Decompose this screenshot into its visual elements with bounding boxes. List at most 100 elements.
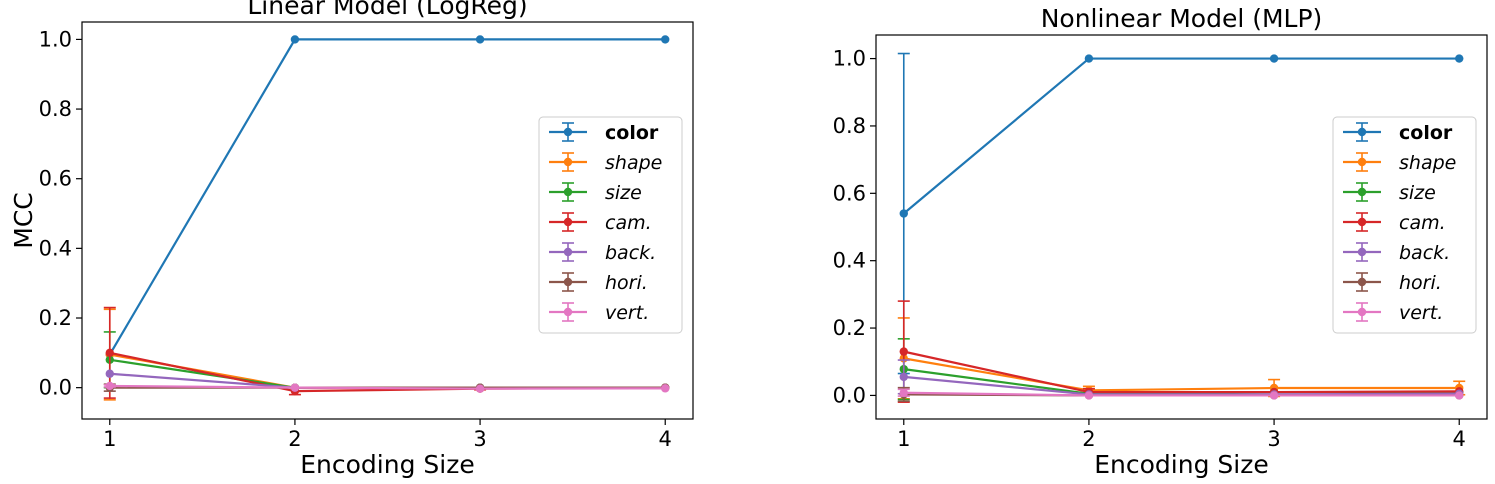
data-point xyxy=(105,381,114,391)
x-tick-label: 1 xyxy=(103,427,116,451)
x-tick-label: 2 xyxy=(1082,427,1095,451)
chart-title: Linear Model (LogReg) xyxy=(247,0,527,20)
x-tick-label: 1 xyxy=(897,427,910,451)
legend-item: vert. xyxy=(1343,302,1443,324)
data-point xyxy=(1269,54,1279,63)
legend-swatch-marker xyxy=(1357,157,1367,167)
data-point xyxy=(475,384,485,393)
chart-title: Nonlinear Model (MLP) xyxy=(1041,4,1323,33)
legend-item: back. xyxy=(1343,242,1450,264)
series-line xyxy=(109,358,666,389)
y-tick-label: 0.4 xyxy=(833,249,866,273)
chart-2: Nonlinear Model (MLP) 0.0 0.2 0.4 0.6 0.8 1.0 1… xyxy=(833,4,1488,479)
legend-label: hori. xyxy=(1399,272,1442,294)
data-point xyxy=(475,35,485,44)
legend-label: back. xyxy=(1399,242,1450,264)
legend-swatch-marker xyxy=(563,157,573,167)
data-point xyxy=(899,209,908,218)
legend-swatch-marker xyxy=(563,247,573,257)
legend-swatch-marker xyxy=(563,127,573,137)
x-axis-label: Encoding Size xyxy=(300,450,474,479)
legend-label: hori. xyxy=(605,272,648,294)
legend-label: shape xyxy=(1399,152,1456,174)
series-size xyxy=(103,331,670,392)
legend-box xyxy=(1332,116,1477,334)
legend-swatch-marker xyxy=(1357,217,1367,227)
legend-item: size xyxy=(1343,182,1436,204)
legend-label: back. xyxy=(605,242,656,264)
data-point xyxy=(290,383,300,392)
series-line xyxy=(109,384,666,390)
legend-item: cam. xyxy=(1343,212,1446,234)
series-line xyxy=(903,391,1460,397)
legend-item: vert. xyxy=(549,302,649,324)
data-point xyxy=(1455,54,1464,63)
legend-item: shape xyxy=(1343,152,1456,174)
y-tick-label: 0.8 xyxy=(39,97,72,121)
data-point xyxy=(661,35,670,44)
legend-item: size xyxy=(549,182,642,204)
plot-frame xyxy=(875,34,1488,420)
legend-item: color xyxy=(549,122,659,144)
legend-label: cam. xyxy=(605,212,652,234)
series-line xyxy=(903,57,1460,215)
legend-swatch-marker xyxy=(1357,277,1367,287)
legend-swatch-marker xyxy=(563,187,573,197)
legend-item: back. xyxy=(549,242,656,264)
data-point xyxy=(899,347,908,356)
legend-item: shape xyxy=(549,152,662,174)
legend-label: vert. xyxy=(605,302,649,324)
legend-swatch-marker xyxy=(1357,247,1367,257)
legend: color shape size cam. back. hori. vert. xyxy=(538,116,683,334)
y-tick-label: 0.4 xyxy=(39,236,72,260)
x-tick-label: 4 xyxy=(1453,427,1466,451)
x-axis-label: Encoding Size xyxy=(1094,450,1268,479)
data-point xyxy=(899,372,908,382)
series-line xyxy=(108,38,666,356)
x-tick-label: 4 xyxy=(659,427,672,451)
legend-label: vert. xyxy=(1399,302,1443,324)
series-line xyxy=(903,357,1460,392)
y-axis-label: MCC xyxy=(9,192,38,248)
legend-item: hori. xyxy=(549,272,648,294)
x-tick-label: 2 xyxy=(288,427,301,451)
series-vert xyxy=(103,381,670,393)
x-tick-label: 3 xyxy=(1267,427,1280,451)
x-tick-label: 3 xyxy=(473,427,486,451)
legend-item: cam. xyxy=(549,212,652,234)
plot-frame xyxy=(81,21,694,420)
data-point xyxy=(1269,391,1279,400)
legend-label: cam. xyxy=(1399,212,1446,234)
series-line xyxy=(109,372,666,389)
legend-label: shape xyxy=(605,152,662,174)
data-point xyxy=(105,369,114,378)
series-line xyxy=(903,350,1460,394)
legend-swatch-marker xyxy=(563,217,573,227)
legend-label: color xyxy=(1399,122,1453,144)
data-point xyxy=(290,35,300,44)
data-point xyxy=(1084,391,1094,400)
legend-swatch-marker xyxy=(1357,187,1367,197)
legend-box xyxy=(538,116,683,334)
legend-swatch-marker xyxy=(1357,307,1367,317)
y-tick-label: 0.6 xyxy=(39,167,72,191)
legend-label: color xyxy=(605,122,659,144)
y-tick-label: 0.2 xyxy=(833,316,866,340)
y-tick-label: 1.0 xyxy=(39,27,72,51)
y-tick-label: 0.6 xyxy=(833,181,866,205)
legend-item: hori. xyxy=(1343,272,1442,294)
data-point xyxy=(1084,54,1094,63)
series-vert xyxy=(897,388,1464,400)
y-tick-label: 0.8 xyxy=(833,114,866,138)
legend-swatch-marker xyxy=(1357,127,1367,137)
data-point xyxy=(1455,391,1464,400)
data-point xyxy=(661,384,670,393)
y-tick-label: 1.0 xyxy=(833,47,866,71)
legend-item: color xyxy=(1343,122,1453,144)
legend-swatch-marker xyxy=(563,277,573,287)
legend-swatch-marker xyxy=(563,307,573,317)
legend: color shape size cam. back. hori. vert. xyxy=(1332,116,1477,334)
y-tick-label: 0.0 xyxy=(833,383,866,407)
y-tick-label: 0.0 xyxy=(39,376,72,400)
